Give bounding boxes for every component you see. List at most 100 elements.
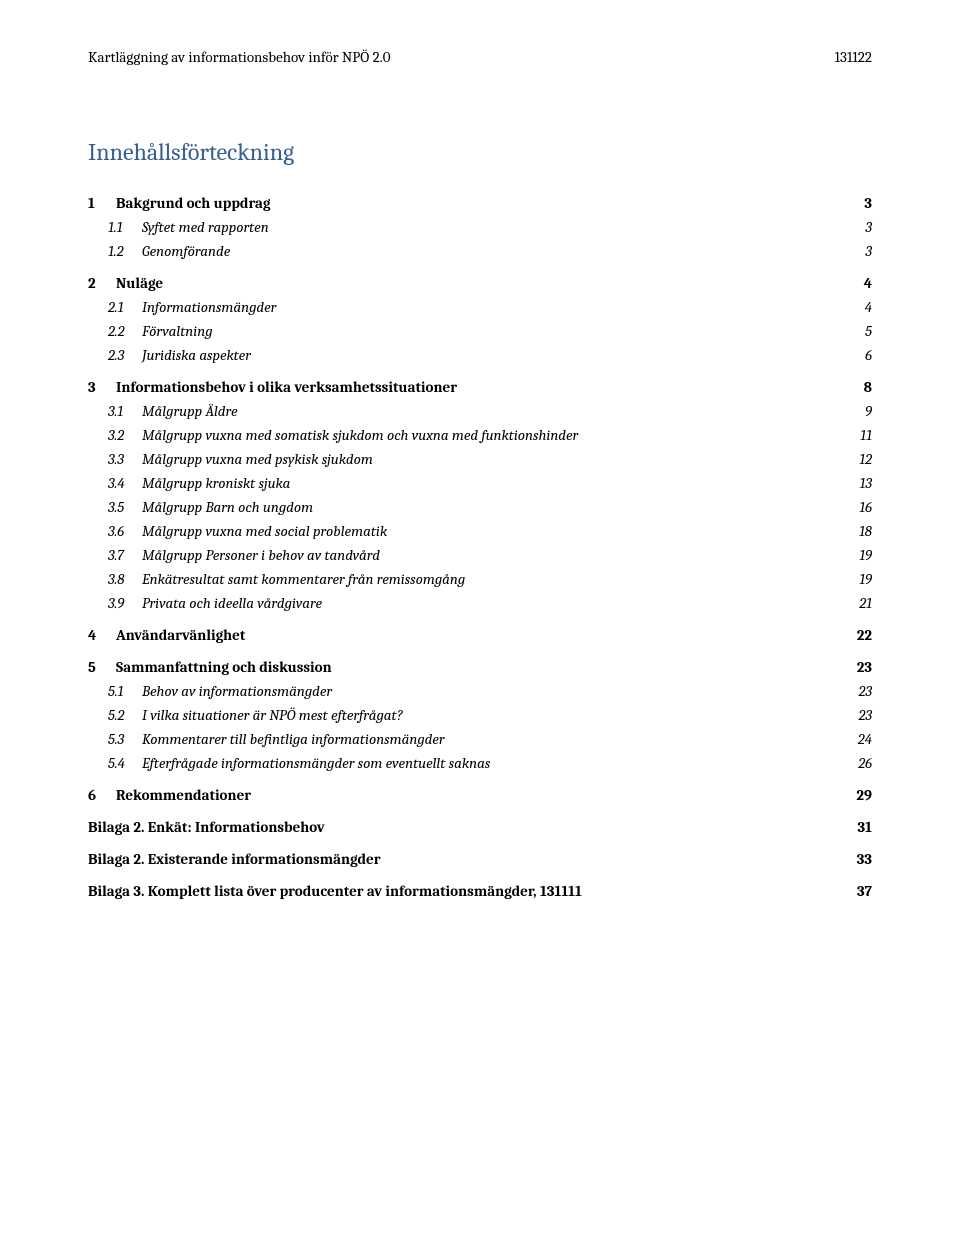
toc-entry-number: 1.2 — [108, 242, 142, 260]
toc-entry-label: 5Sammanfattning och diskussion — [88, 658, 332, 676]
toc-entry-label: 5.2I vilka situationer är NPÖ mest efter… — [108, 706, 403, 724]
toc-entry-number: 3.3 — [108, 450, 142, 468]
toc-entry-text: Enkätresultat samt kommentarer från remi… — [142, 570, 465, 588]
toc-entry-page: 3 — [853, 218, 872, 236]
toc-entry-text: Målgrupp Personer i behov av tandvård — [142, 546, 380, 564]
toc-entry-text: Genomförande — [142, 242, 230, 260]
toc-entry-label: 1.1Syftet med rapporten — [108, 218, 269, 236]
toc-entry-text: Målgrupp kroniskt sjuka — [142, 474, 290, 492]
toc-row: 1.1Syftet med rapporten 3 — [88, 218, 872, 236]
toc-entry-number: 3.6 — [108, 522, 142, 540]
toc-entry-page: 37 — [845, 882, 872, 900]
toc-entry-text: Målgrupp Äldre — [142, 402, 238, 420]
toc-entry-label: 4Användarvänlighet — [88, 626, 245, 644]
toc-entry-label: 3Informationsbehov i olika verksamhetssi… — [88, 378, 457, 396]
toc-row: 3.7Målgrupp Personer i behov av tandvård… — [88, 546, 872, 564]
toc-row: Bilaga 3. Komplett lista över producente… — [88, 882, 872, 900]
toc-entry-page: 11 — [848, 426, 872, 444]
toc-row: 1Bakgrund och uppdrag3 — [88, 194, 872, 212]
toc-row: 5.1Behov av informationsmängder 23 — [88, 682, 872, 700]
toc-entry-text: Informationsbehov i olika verksamhetssit… — [116, 378, 457, 396]
toc-row: 3.5Målgrupp Barn och ungdom 16 — [88, 498, 872, 516]
toc-entry-number: 4 — [88, 626, 116, 644]
toc-entry-text: Bilaga 2. Existerande informationsmängde… — [88, 850, 381, 868]
toc-entry-number: 3 — [88, 378, 116, 396]
toc-row: Bilaga 2. Enkät: Informationsbehov 31 — [88, 818, 872, 836]
toc-entry-label: 3.9Privata och ideella vårdgivare — [108, 594, 322, 612]
toc-entry-page: 9 — [853, 402, 872, 420]
toc-row: 2Nuläge 4 — [88, 274, 872, 292]
toc-entry-label: 3.4Målgrupp kroniskt sjuka — [108, 474, 290, 492]
toc-entry-text: Förvaltning — [142, 322, 213, 340]
toc-entry-page: 22 — [845, 626, 872, 644]
toc-entry-label: 3.2Målgrupp vuxna med somatisk sjukdom o… — [108, 426, 578, 444]
toc-entry-label: 1.2Genomförande — [108, 242, 230, 260]
toc-row: 3.1Målgrupp Äldre9 — [88, 402, 872, 420]
toc-entry-text: Behov av informationsmängder — [142, 682, 332, 700]
toc-entry-label: 3.7Målgrupp Personer i behov av tandvård — [108, 546, 380, 564]
toc-entry-number: 5 — [88, 658, 116, 676]
toc-entry-text: Bilaga 3. Komplett lista över producente… — [88, 882, 582, 900]
toc-entry-text: Kommentarer till befintliga informations… — [142, 730, 445, 748]
toc-row: 5.3Kommentarer till befintliga informati… — [88, 730, 872, 748]
toc-entry-text: Rekommendationer — [116, 786, 251, 804]
toc-entry-page: 19 — [847, 570, 872, 588]
toc-entry-text: I vilka situationer är NPÖ mest efterfrå… — [142, 706, 403, 724]
toc-entry-label: 2Nuläge — [88, 274, 163, 292]
toc-entry-page: 31 — [846, 818, 873, 836]
toc-row: 5.2I vilka situationer är NPÖ mest efter… — [88, 706, 872, 724]
toc-entry-label: Bilaga 2. Existerande informationsmängde… — [88, 850, 381, 868]
toc-entry-label: 3.6Målgrupp vuxna med social problematik — [108, 522, 387, 540]
toc-entry-page: 23 — [847, 682, 872, 700]
header-right: 131122 — [835, 48, 872, 66]
toc-entry-number: 3.7 — [108, 546, 142, 564]
toc-entry-text: Nuläge — [116, 274, 163, 292]
toc-entry-number: 2 — [88, 274, 116, 292]
toc-entry-label: 5.1Behov av informationsmängder — [108, 682, 332, 700]
toc-entry-page: 3 — [853, 242, 872, 260]
toc-entry-label: 5.4Efterfrågade informationsmängder som … — [108, 754, 490, 772]
toc-entry-number: 3.2 — [108, 426, 142, 444]
toc-entry-label: Bilaga 2. Enkät: Informationsbehov — [88, 818, 325, 836]
toc-entry-page: 5 — [853, 322, 872, 340]
toc-entry-text: Efterfrågade informationsmängder som eve… — [142, 754, 490, 772]
toc-row: Bilaga 2. Existerande informationsmängde… — [88, 850, 872, 868]
toc-entry-number: 2.2 — [108, 322, 142, 340]
toc-entry-label: 3.8Enkätresultat samt kommentarer från r… — [108, 570, 465, 588]
toc-entry-number: 3.5 — [108, 498, 142, 516]
toc-row: 3.3Målgrupp vuxna med psykisk sjukdom12 — [88, 450, 872, 468]
toc-entry-number: 5.1 — [108, 682, 142, 700]
toc-row: 3.8Enkätresultat samt kommentarer från r… — [88, 570, 872, 588]
toc-entry-page: 6 — [853, 346, 872, 364]
toc-entry-page: 16 — [847, 498, 872, 516]
toc-row: 2.1Informationsmängder4 — [88, 298, 872, 316]
toc-entry-text: Syftet med rapporten — [142, 218, 269, 236]
toc-entry-label: 2.2Förvaltning — [108, 322, 213, 340]
table-of-contents: 1Bakgrund och uppdrag31.1Syftet med rapp… — [88, 194, 872, 900]
toc-row: 3.9Privata och ideella vårdgivare21 — [88, 594, 872, 612]
toc-entry-text: Bilaga 2. Enkät: Informationsbehov — [88, 818, 325, 836]
toc-entry-text: Målgrupp Barn och ungdom — [142, 498, 313, 516]
toc-entry-page: 26 — [846, 754, 872, 772]
toc-entry-page: 19 — [847, 546, 872, 564]
toc-entry-label: 6Rekommendationer — [88, 786, 251, 804]
toc-row: 2.2Förvaltning 5 — [88, 322, 872, 340]
toc-entry-number: 3.9 — [108, 594, 142, 612]
toc-entry-number: 5.3 — [108, 730, 142, 748]
toc-row: 6Rekommendationer29 — [88, 786, 872, 804]
toc-entry-page: 12 — [847, 450, 872, 468]
toc-entry-label: 1Bakgrund och uppdrag — [88, 194, 271, 212]
toc-entry-label: 5.3Kommentarer till befintliga informati… — [108, 730, 445, 748]
toc-entry-text: Informationsmängder — [142, 298, 276, 316]
toc-row: 3Informationsbehov i olika verksamhetssi… — [88, 378, 872, 396]
toc-entry-text: Privata och ideella vårdgivare — [142, 594, 322, 612]
toc-entry-number: 1.1 — [108, 218, 142, 236]
toc-entry-page: 4 — [852, 274, 872, 292]
toc-entry-page: 13 — [848, 474, 873, 492]
toc-entry-text: Sammanfattning och diskussion — [116, 658, 332, 676]
toc-row: 3.6Målgrupp vuxna med social problematik… — [88, 522, 872, 540]
toc-entry-label: Bilaga 3. Komplett lista över producente… — [88, 882, 582, 900]
toc-entry-text: Målgrupp vuxna med somatisk sjukdom och … — [142, 426, 578, 444]
toc-entry-label: 3.5Målgrupp Barn och ungdom — [108, 498, 313, 516]
toc-entry-page: 33 — [845, 850, 872, 868]
